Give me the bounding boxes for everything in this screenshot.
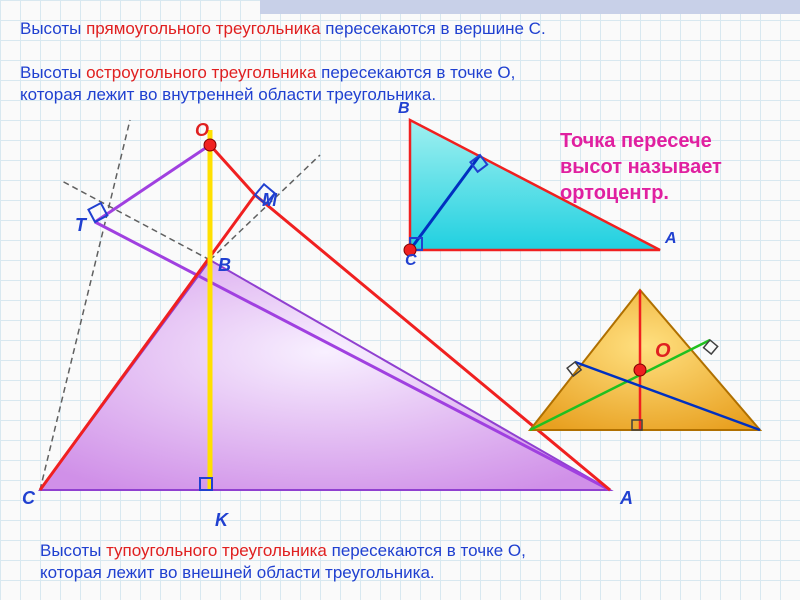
label-ac-O: O — [655, 340, 671, 363]
txt: ортоцентр. — [560, 182, 669, 204]
label-rt-C: C — [405, 252, 417, 270]
txt: которая лежит во внутренней области треу… — [20, 85, 436, 104]
text-obtuse-triangle: Высоты тупоугольного треугольника пересе… — [40, 540, 740, 584]
label-rt-B: B — [398, 100, 410, 118]
txt: которая лежит во внешней области треугол… — [40, 563, 435, 582]
txt: Высоты — [20, 63, 86, 82]
label-T: T — [75, 215, 86, 236]
txt: высот называет — [560, 156, 722, 178]
txt: прямоугольного треугольника — [86, 19, 321, 38]
txt: пересекаются в вершине С. — [321, 19, 546, 38]
point-O-acute — [634, 364, 646, 376]
text-acute-triangle: Высоты остроугольного треугольника перес… — [20, 62, 580, 106]
txt: пересекаются в точке О, — [327, 541, 526, 560]
label-M: M — [262, 190, 277, 211]
acute-triangle — [530, 290, 760, 430]
altitude-purple-ext — [95, 145, 210, 222]
altitude-red-ext — [210, 145, 255, 195]
txt: остроугольного треугольника — [86, 63, 316, 82]
txt: тупоугольного треугольника — [106, 541, 327, 560]
text-orthocenter: Точка пересече высот называет ортоцентр. — [560, 128, 800, 206]
txt: Высоты — [40, 541, 106, 560]
label-C: C — [22, 488, 35, 509]
label-rt-A: A — [665, 230, 677, 248]
label-O: O — [195, 120, 209, 141]
txt: Точка пересече — [560, 130, 712, 152]
label-A: A — [620, 488, 633, 509]
txt: пересекаются в точке О, — [316, 63, 515, 82]
label-B: B — [218, 255, 231, 276]
label-K: K — [215, 510, 228, 531]
txt: Высоты — [20, 19, 86, 38]
text-right-triangle: Высоты прямоугольного треугольника перес… — [20, 18, 580, 40]
